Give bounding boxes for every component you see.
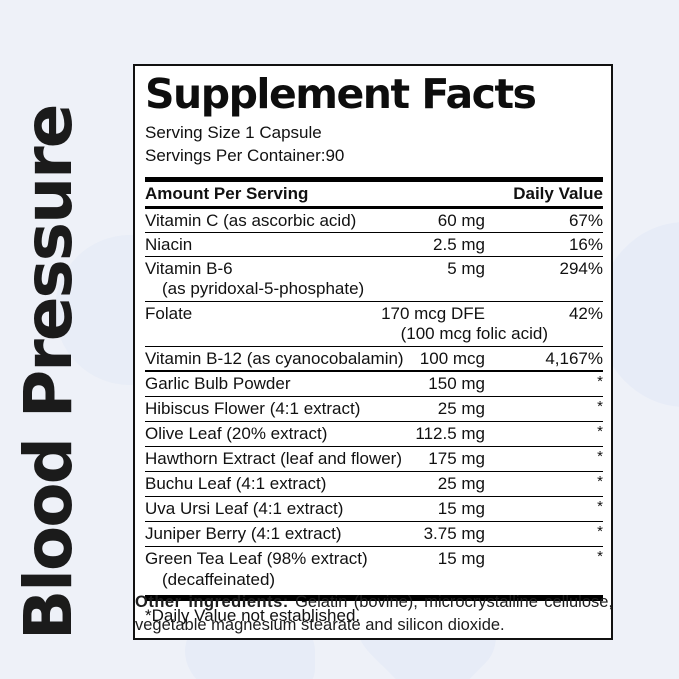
- table-row: Green Tea Leaf (98% extract) 15 mg * (de…: [145, 545, 603, 592]
- table-row: Hibiscus Flower (4:1 extract) 25 mg *: [145, 395, 603, 421]
- ingredient-daily-value: 42%: [568, 303, 603, 323]
- table-row-line: Juniper Berry (4:1 extract) 3.75 mg *: [145, 522, 603, 544]
- ingredient-amount: 5 mg: [447, 258, 485, 278]
- other-ingredients: Other ingredients: Gelatin (bovine), mic…: [135, 591, 613, 637]
- ingredient-amount: 60 mg: [437, 210, 485, 230]
- table-row-line: Olive Leaf (20% extract) 112.5 mg *: [145, 422, 603, 444]
- table-row-line: Niacin 2.5 mg 16%: [145, 235, 603, 254]
- table-row: Vitamin C (as ascorbic acid) 60 mg 67%: [145, 209, 603, 232]
- serving-size: Serving Size 1 Capsule: [145, 122, 322, 142]
- vitamins-section: Vitamin C (as ascorbic acid) 60 mg 67% N…: [145, 209, 603, 370]
- table-row-line: Folate 170 mcg DFE 42%: [145, 304, 603, 323]
- table-row-line: Buchu Leaf (4:1 extract) 25 mg *: [145, 472, 603, 494]
- amount-per-serving-header: Amount Per Serving: [145, 183, 309, 203]
- table-row-line: Uva Ursi Leaf (4:1 extract) 15 mg *: [145, 497, 603, 519]
- ingredient-amount: 15 mg: [437, 498, 485, 518]
- ingredient-name: Uva Ursi Leaf (4:1 extract): [145, 498, 344, 518]
- ingredient-name: Green Tea Leaf (98% extract): [145, 548, 368, 568]
- table-row: Buchu Leaf (4:1 extract) 25 mg *: [145, 470, 603, 496]
- ingredient-name: Vitamin B-12 (as cyanocobalamin): [145, 348, 404, 368]
- ingredient-daily-value: *: [597, 447, 603, 465]
- table-row-line: Hibiscus Flower (4:1 extract) 25 mg *: [145, 397, 603, 419]
- table-row: Olive Leaf (20% extract) 112.5 mg *: [145, 420, 603, 446]
- ingredient-daily-value: 67%: [568, 210, 603, 230]
- ingredient-amount: 3.75 mg: [423, 523, 485, 543]
- ingredient-amount: 2.5 mg: [433, 234, 485, 254]
- ingredient-name: Olive Leaf (20% extract): [145, 423, 328, 443]
- other-ingredients-text: Gelatin (bovine), microcrystalline cellu…: [135, 593, 614, 634]
- ingredient-daily-value: *: [597, 422, 603, 440]
- ingredient-name: Niacin: [145, 234, 193, 254]
- ingredient-amount: 25 mg: [437, 398, 485, 418]
- ingredient-amount: 170 mcg DFE: [381, 303, 485, 323]
- ingredient-name: Hibiscus Flower (4:1 extract): [145, 398, 361, 418]
- ingredient-name: Garlic Bulb Powder: [145, 373, 291, 393]
- product-name-vertical: Blood Pressure: [10, 105, 87, 640]
- table-row-line: Garlic Bulb Powder 150 mg *: [145, 372, 603, 394]
- ingredient-amount: 25 mg: [437, 473, 485, 493]
- table-row: Hawthorn Extract (leaf and flower) 175 m…: [145, 445, 603, 471]
- ingredient-daily-value: 294%: [559, 258, 603, 278]
- table-row: Juniper Berry (4:1 extract) 3.75 mg *: [145, 520, 603, 546]
- ingredient-daily-value: *: [597, 522, 603, 540]
- ingredient-name-subline: (as pyridoxal-5-phosphate): [162, 278, 365, 298]
- ingredient-daily-value: *: [597, 397, 603, 415]
- ingredient-daily-value: *: [597, 472, 603, 490]
- table-row: Folate 170 mcg DFE 42% (100 mcg folic ac…: [145, 300, 603, 346]
- ingredient-daily-value: 4,167%: [545, 348, 603, 368]
- supplement-facts-panel: Supplement Facts Serving Size 1 Capsule …: [133, 64, 613, 640]
- servings-per-container: Servings Per Container:90: [145, 145, 345, 165]
- ingredient-daily-value: 16%: [568, 234, 603, 254]
- table-row: Uva Ursi Leaf (4:1 extract) 15 mg *: [145, 495, 603, 521]
- ingredient-amount: 175 mg: [428, 448, 485, 468]
- daily-value-header: Daily Value: [513, 183, 603, 203]
- other-ingredients-label: Other ingredients:: [135, 593, 289, 611]
- ingredient-daily-value: *: [597, 372, 603, 390]
- panel-title: Supplement Facts: [145, 70, 537, 118]
- ingredient-daily-value: *: [597, 497, 603, 515]
- ingredient-amount: 100 mcg: [419, 348, 485, 368]
- ingredient-name: Hawthorn Extract (leaf and flower): [145, 448, 402, 468]
- ingredient-name: Vitamin B-6: [145, 258, 233, 278]
- table-column-header: Amount Per Serving Daily Value: [145, 176, 603, 209]
- ingredient-daily-value: *: [597, 547, 603, 565]
- ingredient-amount: 150 mg: [428, 373, 485, 393]
- table-row-line: Vitamin C (as ascorbic acid) 60 mg 67%: [145, 211, 603, 230]
- ingredient-name: Vitamin C (as ascorbic acid): [145, 210, 357, 230]
- daily-value-footnote: *Daily Value not established.: [145, 594, 603, 632]
- table-row: Niacin 2.5 mg 16%: [145, 231, 603, 256]
- ingredient-amount: 112.5 mg: [415, 423, 485, 443]
- ingredient-name-subline: (decaffeinated): [162, 569, 276, 589]
- table-row-line: Green Tea Leaf (98% extract) 15 mg *: [145, 547, 603, 569]
- table-row-line: Vitamin B-12 (as cyanocobalamin) 100 mcg…: [145, 349, 603, 368]
- ingredient-name: Buchu Leaf (4:1 extract): [145, 473, 327, 493]
- table-row-line: Vitamin B-6 5 mg 294%: [145, 259, 603, 278]
- ingredient-name: Juniper Berry (4:1 extract): [145, 523, 342, 543]
- ingredient-amount: 15 mg: [437, 548, 485, 568]
- ingredient-amount-subline: (100 mcg folic acid): [400, 323, 548, 343]
- table-row: Vitamin B-6 5 mg 294% (as pyridoxal-5-ph…: [145, 255, 603, 301]
- table-row: Vitamin B-12 (as cyanocobalamin) 100 mcg…: [145, 345, 603, 370]
- botanicals-section: Garlic Bulb Powder 150 mg * Hibiscus Flo…: [145, 369, 603, 592]
- table-row-line: Hawthorn Extract (leaf and flower) 175 m…: [145, 447, 603, 469]
- ingredient-name: Folate: [145, 303, 193, 323]
- table-row: Garlic Bulb Powder 150 mg *: [145, 372, 603, 396]
